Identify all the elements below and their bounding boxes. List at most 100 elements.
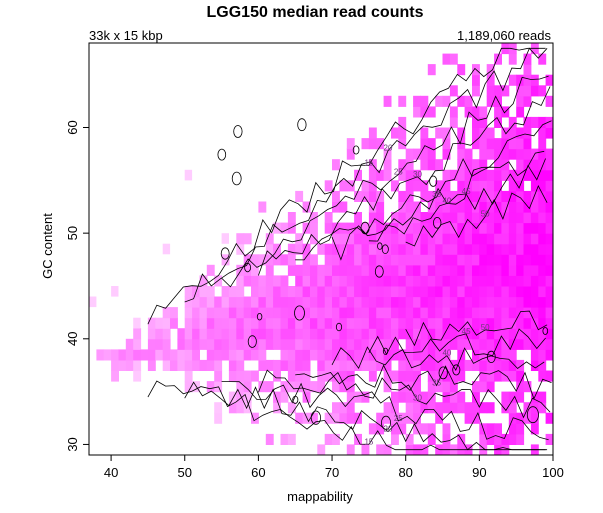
- heatmap-cell: [295, 243, 304, 255]
- heatmap-cell: [472, 74, 480, 86]
- heatmap-cell: [236, 391, 245, 403]
- heatmap-cell: [508, 127, 517, 139]
- heatmap-cell: [391, 180, 399, 192]
- heatmap-cell: [265, 381, 274, 393]
- heatmap-cell: [302, 328, 311, 340]
- heatmap-cell: [265, 243, 274, 255]
- heatmap-cell: [464, 233, 473, 245]
- heatmap-cell: [413, 222, 421, 234]
- heatmap-cell: [280, 286, 289, 298]
- heatmap-cell: [361, 338, 370, 350]
- heatmap-cell: [435, 254, 444, 266]
- heatmap-cell: [486, 254, 495, 266]
- heatmap-cell: [538, 53, 547, 65]
- heatmap-cell: [258, 254, 267, 266]
- heatmap-cell: [479, 222, 488, 234]
- heatmap-cell: [317, 370, 326, 382]
- heatmap-cell: [538, 212, 547, 224]
- contour-line: [221, 381, 549, 441]
- heatmap-cell: [538, 328, 547, 340]
- heatmap-cell: [420, 296, 429, 308]
- heatmap-cell: [501, 433, 510, 445]
- heatmap-cell: [494, 275, 502, 287]
- heatmap-cell: [427, 222, 436, 234]
- contour-level-label: 50: [481, 323, 490, 332]
- heatmap-cell: [243, 328, 252, 340]
- heatmap-cell: [162, 359, 171, 371]
- heatmap-cell: [192, 296, 200, 308]
- contour-line: [331, 150, 545, 261]
- heatmap-cell: [427, 254, 436, 266]
- heatmap-cell: [170, 359, 178, 371]
- heatmap-cell: [545, 169, 554, 181]
- heatmap-cell: [383, 307, 392, 319]
- heatmap-cell: [398, 95, 407, 107]
- heatmap-cell: [310, 233, 318, 245]
- contour-loop: [438, 366, 448, 380]
- contour-level-label: 40: [442, 349, 451, 358]
- heatmap-cell: [273, 370, 281, 382]
- heatmap-cell: [494, 169, 502, 181]
- heatmap-cell: [472, 402, 480, 414]
- heatmap-cell: [516, 212, 525, 224]
- heatmap-cell: [449, 370, 458, 382]
- heatmap-cell: [339, 275, 348, 287]
- heatmap-cell: [545, 190, 554, 202]
- heatmap-cell: [405, 275, 414, 287]
- heatmap-cell: [442, 286, 451, 298]
- heatmap-cell: [545, 412, 554, 424]
- heatmap-cell: [398, 116, 407, 128]
- heatmap-cell: [530, 169, 539, 181]
- heatmap-cell: [508, 391, 517, 403]
- x-axis-label: mappability: [287, 489, 353, 504]
- heatmap-cell: [361, 243, 370, 255]
- heatmap-cell: [494, 286, 502, 298]
- heatmap-cell: [486, 370, 495, 382]
- heatmap-cell: [258, 338, 267, 350]
- contour-level-label: 20: [384, 144, 393, 153]
- heatmap-cell: [494, 53, 502, 65]
- heatmap-cell: [273, 338, 281, 350]
- heatmap-cell: [405, 180, 414, 192]
- heatmap-cell: [449, 243, 458, 255]
- heatmap-cell: [273, 359, 281, 371]
- heatmap-cell: [199, 317, 208, 329]
- x-tick-label: 80: [398, 465, 412, 480]
- heatmap-cell: [479, 381, 488, 393]
- heatmap-cell: [413, 286, 421, 298]
- contour-loop: [382, 347, 389, 355]
- heatmap-cell: [472, 169, 480, 181]
- heatmap-cell: [508, 148, 517, 160]
- contour-line: [184, 47, 548, 303]
- heatmap-cell: [170, 317, 178, 329]
- heatmap-cell: [265, 307, 274, 319]
- heatmap-cell: [221, 328, 230, 340]
- contour-level-label: 25: [394, 168, 403, 177]
- heatmap-cell: [530, 190, 539, 202]
- heatmap-cell: [398, 412, 407, 424]
- heatmap-cell: [243, 391, 252, 403]
- heatmap-cell: [538, 391, 547, 403]
- heatmap-cell: [516, 74, 525, 86]
- heatmap-cell: [368, 275, 377, 287]
- heatmap-cell: [310, 296, 318, 308]
- heatmap-cell: [280, 328, 289, 340]
- heatmap-cell: [435, 328, 444, 340]
- heatmap-cell: [273, 307, 281, 319]
- heatmap-cell: [405, 359, 414, 371]
- heatmap-cell: [258, 317, 267, 329]
- heatmap-cell: [354, 233, 362, 245]
- heatmap-cell: [457, 254, 466, 266]
- heatmap-cell: [545, 233, 554, 245]
- heatmap-cell: [236, 275, 245, 287]
- heatmap-cell: [545, 349, 554, 361]
- heatmap-cell: [494, 233, 502, 245]
- heatmap-cell: [427, 328, 436, 340]
- contour-line: [405, 185, 548, 247]
- heatmap-cell: [479, 433, 488, 445]
- heatmap-cell: [486, 328, 495, 340]
- heatmap-cell: [435, 444, 444, 456]
- heatmap-cell: [368, 201, 377, 213]
- heatmap-cell: [265, 328, 274, 340]
- heatmap-cell: [354, 349, 362, 361]
